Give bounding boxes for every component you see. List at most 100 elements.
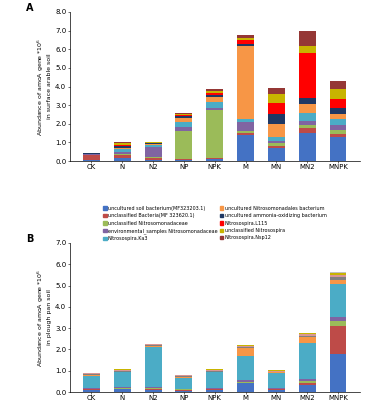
Bar — [83, 153, 100, 154]
Bar — [145, 145, 161, 147]
Bar — [299, 336, 316, 337]
Bar — [145, 344, 161, 345]
Bar — [83, 374, 100, 375]
Bar — [299, 383, 316, 384]
Bar — [330, 81, 346, 89]
Bar — [145, 142, 161, 143]
Bar — [114, 156, 131, 158]
Bar — [175, 378, 192, 388]
Bar — [206, 97, 223, 102]
Bar — [330, 99, 346, 108]
Bar — [175, 391, 192, 392]
Bar — [237, 135, 254, 161]
Bar — [175, 116, 192, 118]
Bar — [268, 390, 285, 392]
Bar — [175, 377, 192, 378]
Bar — [114, 142, 131, 143]
Bar — [114, 390, 131, 392]
Bar — [299, 104, 316, 112]
Bar — [237, 119, 254, 122]
Bar — [330, 134, 346, 137]
Bar — [114, 371, 131, 372]
Bar — [83, 154, 100, 155]
Bar — [330, 273, 346, 275]
Bar — [237, 348, 254, 356]
Bar — [330, 278, 346, 280]
Bar — [175, 375, 192, 376]
Bar — [268, 124, 285, 137]
Bar — [206, 371, 223, 372]
Bar — [114, 148, 131, 149]
Bar — [114, 372, 131, 387]
Bar — [175, 160, 192, 161]
Bar — [237, 383, 254, 384]
Bar — [237, 40, 254, 44]
Bar — [268, 114, 285, 124]
Bar — [237, 380, 254, 382]
Bar — [145, 157, 161, 158]
Bar — [83, 388, 100, 390]
Bar — [237, 133, 254, 135]
Bar — [206, 372, 223, 388]
Bar — [175, 118, 192, 122]
Bar — [268, 140, 285, 143]
Bar — [83, 390, 100, 392]
Bar — [114, 145, 131, 146]
Bar — [175, 115, 192, 116]
Bar — [299, 98, 316, 104]
Bar — [268, 373, 285, 388]
Bar — [330, 326, 346, 354]
Bar — [83, 375, 100, 376]
Bar — [268, 388, 285, 390]
Bar — [114, 387, 131, 388]
Bar — [114, 154, 131, 156]
Bar — [237, 131, 254, 133]
Bar — [145, 147, 161, 157]
Bar — [330, 317, 346, 321]
Bar — [145, 143, 161, 144]
Bar — [268, 103, 285, 114]
Bar — [268, 371, 285, 372]
Bar — [83, 160, 100, 161]
Bar — [175, 128, 192, 131]
Bar — [175, 114, 192, 115]
Bar — [145, 158, 161, 160]
Bar — [237, 35, 254, 38]
Bar — [83, 156, 100, 160]
Bar — [206, 370, 223, 371]
Bar — [206, 102, 223, 108]
Bar — [299, 384, 316, 392]
Bar — [330, 280, 346, 284]
Bar — [114, 143, 131, 145]
Y-axis label: Abundance of amoA gene *10$^{6}$
in surface arable soil: Abundance of amoA gene *10$^{6}$ in surf… — [35, 37, 52, 136]
Bar — [330, 125, 346, 130]
Bar — [299, 334, 316, 336]
Bar — [206, 93, 223, 95]
Bar — [237, 46, 254, 119]
Bar — [237, 38, 254, 40]
Bar — [268, 88, 285, 94]
Bar — [114, 158, 131, 161]
Bar — [175, 376, 192, 377]
Bar — [330, 284, 346, 317]
Bar — [145, 346, 161, 347]
Bar — [237, 345, 254, 346]
Bar — [145, 389, 161, 390]
Bar — [83, 373, 100, 374]
Bar — [268, 370, 285, 371]
Bar — [145, 387, 161, 388]
Bar — [175, 131, 192, 159]
Bar — [206, 108, 223, 110]
Bar — [268, 372, 285, 373]
Bar — [330, 321, 346, 326]
Bar — [145, 160, 161, 161]
Bar — [175, 159, 192, 160]
Bar — [114, 149, 131, 152]
Bar — [175, 388, 192, 390]
Bar — [330, 114, 346, 119]
Bar — [175, 112, 192, 114]
Bar — [299, 337, 316, 343]
Text: B: B — [26, 234, 34, 244]
Bar — [330, 354, 346, 392]
Bar — [237, 122, 254, 131]
